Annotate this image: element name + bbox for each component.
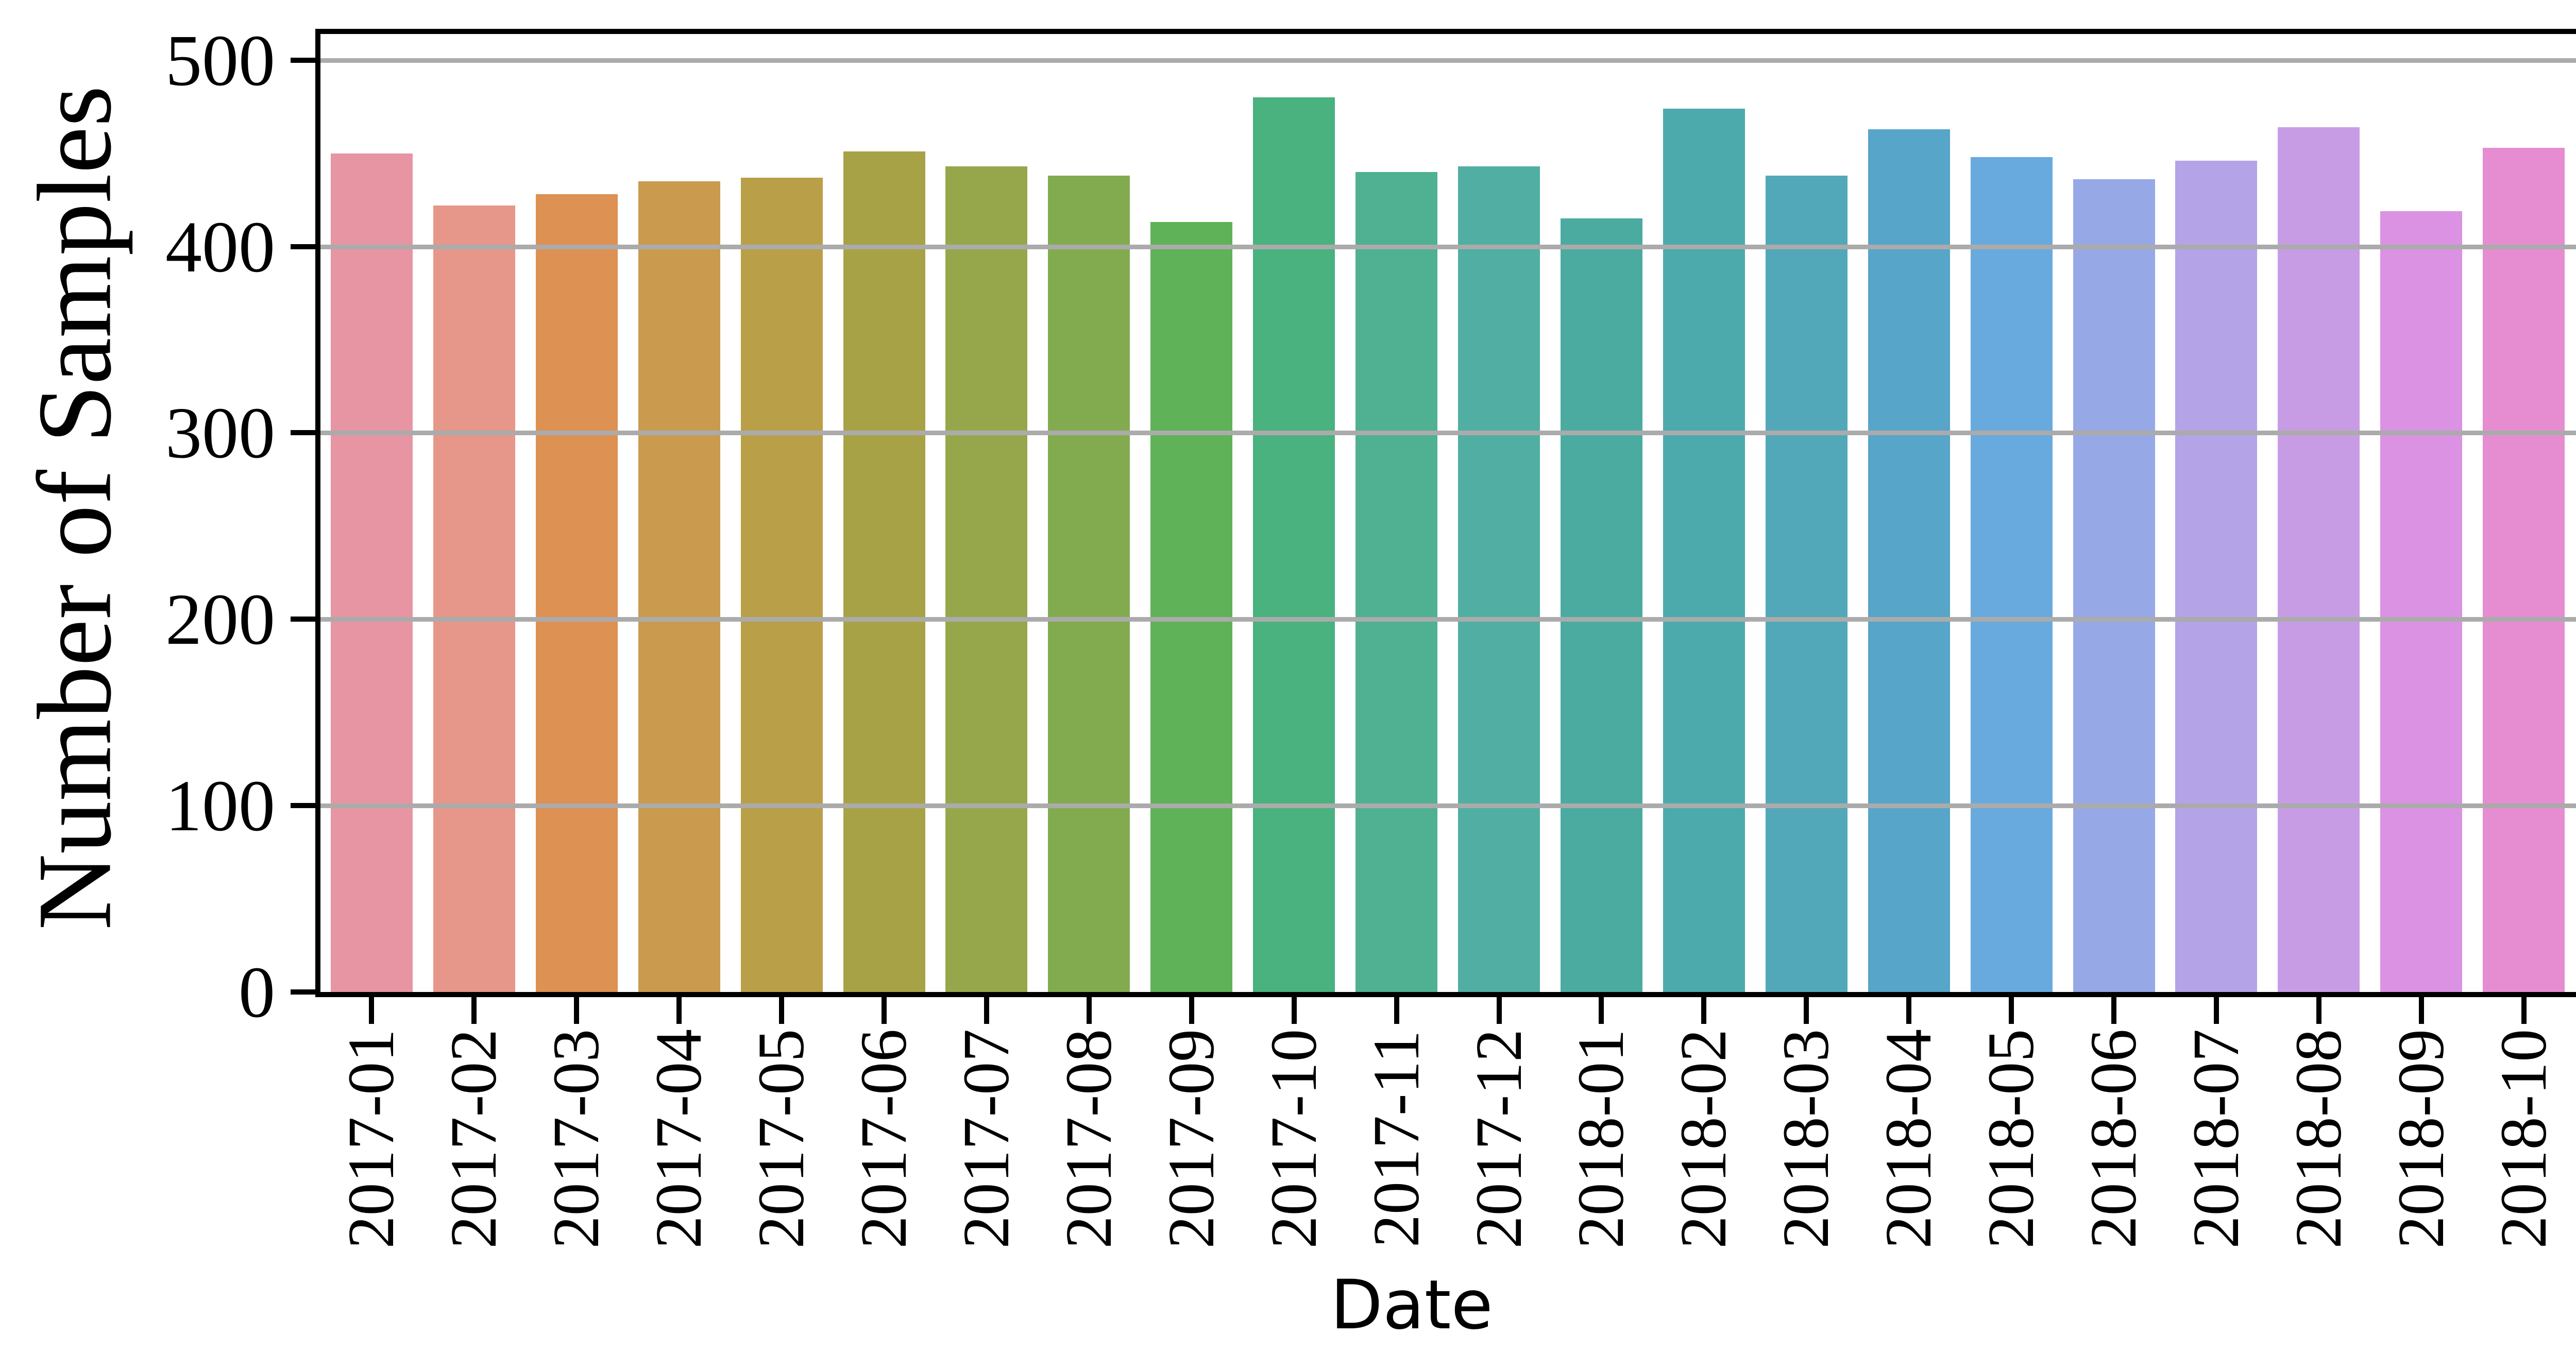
x-tick-label-2017-08: 2017-08: [1052, 1029, 1125, 1249]
gridline-400: [320, 245, 2576, 249]
bar-2017-05: [741, 178, 823, 992]
x-axis-title: Date: [1330, 1265, 1493, 1345]
gridline-200: [320, 617, 2576, 622]
bar-2018-06: [2073, 179, 2155, 992]
x-tick-mark-2018-09: [2419, 997, 2424, 1024]
bar-2017-08: [1048, 176, 1130, 992]
x-tick-label-2017-06: 2017-06: [847, 1029, 920, 1249]
x-tick-label-2018-03: 2018-03: [1769, 1029, 1842, 1249]
bar-2018-05: [1971, 157, 2053, 992]
x-tick-mark-2017-07: [984, 997, 989, 1024]
y-axis-title: Number of Samples: [16, 85, 133, 930]
y-tick-label-200: 200: [165, 578, 275, 660]
x-tick-mark-2017-01: [369, 997, 374, 1024]
x-tick-mark-2018-10: [2521, 997, 2527, 1024]
x-tick-mark-2018-01: [1599, 997, 1604, 1024]
y-tick-mark-500: [291, 58, 315, 63]
y-axis-title-container: Number of Samples: [15, 29, 134, 987]
bar-2018-01: [1561, 218, 1642, 992]
x-tick-mark-2018-03: [1804, 997, 1809, 1024]
y-tick-mark-0: [291, 989, 315, 995]
y-tick-label-100: 100: [165, 765, 275, 846]
bar-2018-04: [1868, 129, 1950, 992]
bar-2018-10: [2483, 148, 2565, 992]
x-tick-mark-2017-02: [471, 997, 477, 1024]
x-tick-label-2018-04: 2018-04: [1872, 1029, 1945, 1249]
x-tick-mark-2018-08: [2316, 997, 2321, 1024]
x-tick-label-2018-09: 2018-09: [2384, 1029, 2458, 1249]
bar-2017-04: [638, 181, 720, 992]
x-tick-label-2017-09: 2017-09: [1155, 1029, 1228, 1249]
x-tick-label-2017-01: 2017-01: [334, 1029, 408, 1249]
gridline-500: [320, 58, 2576, 63]
x-tick-label-2017-04: 2017-04: [642, 1029, 715, 1249]
gridline-100: [320, 803, 2576, 808]
x-tick-label-2018-07: 2018-07: [2179, 1029, 2252, 1249]
x-tick-mark-2018-04: [1906, 997, 1911, 1024]
y-tick-mark-300: [291, 430, 315, 435]
x-tick-label-2018-02: 2018-02: [1667, 1029, 1740, 1249]
bar-2017-02: [433, 206, 515, 992]
x-tick-mark-2017-04: [676, 997, 682, 1024]
y-tick-label-400: 400: [165, 206, 275, 287]
x-tick-label-2017-12: 2017-12: [1462, 1029, 1535, 1249]
x-tick-label-2017-11: 2017-11: [1360, 1030, 1433, 1247]
x-tick-mark-2017-12: [1497, 997, 1502, 1024]
bar-2017-12: [1458, 166, 1540, 992]
x-tick-mark-2017-05: [779, 997, 784, 1024]
x-tick-label-2018-10: 2018-10: [2487, 1029, 2560, 1249]
x-tick-mark-2017-08: [1087, 997, 1092, 1024]
x-tick-mark-2018-07: [2214, 997, 2219, 1024]
x-tick-mark-2018-06: [2111, 997, 2116, 1024]
bar-2018-09: [2380, 211, 2462, 992]
bar-2017-01: [331, 153, 413, 992]
y-tick-mark-100: [291, 803, 315, 808]
bar-2018-02: [1663, 109, 1745, 992]
y-tick-mark-400: [291, 244, 315, 249]
y-tick-label-0: 0: [239, 951, 275, 1033]
gridline-300: [320, 431, 2576, 435]
bar-2018-07: [2175, 161, 2257, 992]
bar-2017-03: [536, 194, 618, 992]
bar-2017-06: [843, 151, 925, 992]
x-tick-mark-2017-10: [1292, 997, 1297, 1024]
x-tick-label-2017-10: 2017-10: [1257, 1029, 1330, 1249]
bar-2017-10: [1253, 97, 1335, 992]
x-tick-label-2017-07: 2017-07: [950, 1029, 1023, 1249]
y-tick-mark-200: [291, 617, 315, 622]
x-tick-mark-2018-02: [1701, 997, 1706, 1024]
bar-2017-11: [1355, 172, 1437, 992]
bar-2018-08: [2278, 127, 2360, 992]
x-tick-mark-2018-05: [2009, 997, 2014, 1024]
x-tick-label-2018-06: 2018-06: [2077, 1029, 2150, 1249]
x-tick-mark-2017-09: [1189, 997, 1194, 1024]
x-tick-mark-2017-11: [1394, 997, 1399, 1024]
x-tick-label-2018-08: 2018-08: [2282, 1029, 2355, 1249]
x-tick-label-2018-01: 2018-01: [1564, 1029, 1637, 1249]
x-tick-mark-2017-06: [882, 997, 887, 1024]
x-tick-label-2017-02: 2017-02: [437, 1029, 510, 1249]
y-tick-label-500: 500: [165, 20, 275, 101]
plot-area: [315, 29, 2576, 997]
bar-2017-07: [945, 166, 1027, 992]
bar-2017-09: [1150, 222, 1232, 992]
x-tick-label-2017-05: 2017-05: [744, 1029, 818, 1249]
y-tick-label-300: 300: [165, 392, 275, 473]
x-tick-mark-2017-03: [574, 997, 579, 1024]
bar-2018-03: [1766, 176, 1848, 992]
x-tick-label-2018-05: 2018-05: [1974, 1029, 2047, 1249]
x-tick-label-2017-03: 2017-03: [539, 1029, 613, 1249]
